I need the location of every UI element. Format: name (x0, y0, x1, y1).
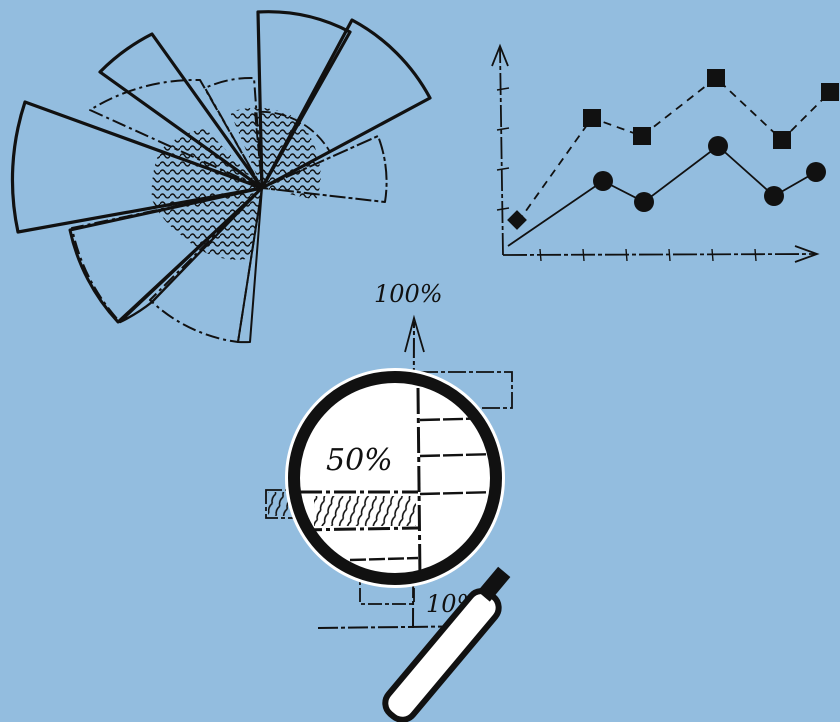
line-chart-series-squares (517, 76, 831, 223)
line-chart-icon (491, 43, 839, 263)
label-100-percent: 100% (374, 280, 443, 308)
magnifier-handle (382, 566, 511, 722)
label-50-percent: 50% (326, 443, 393, 478)
rose-inner-hatch (151, 107, 321, 260)
magnifier-lens (298, 381, 492, 575)
magnifier-frame (288, 371, 502, 585)
line-chart-x-axis (502, 253, 816, 256)
rose-chart-icon (10, 10, 432, 344)
line-chart-y-axis (499, 47, 504, 256)
magnifier-icon: 50% (285, 368, 511, 722)
